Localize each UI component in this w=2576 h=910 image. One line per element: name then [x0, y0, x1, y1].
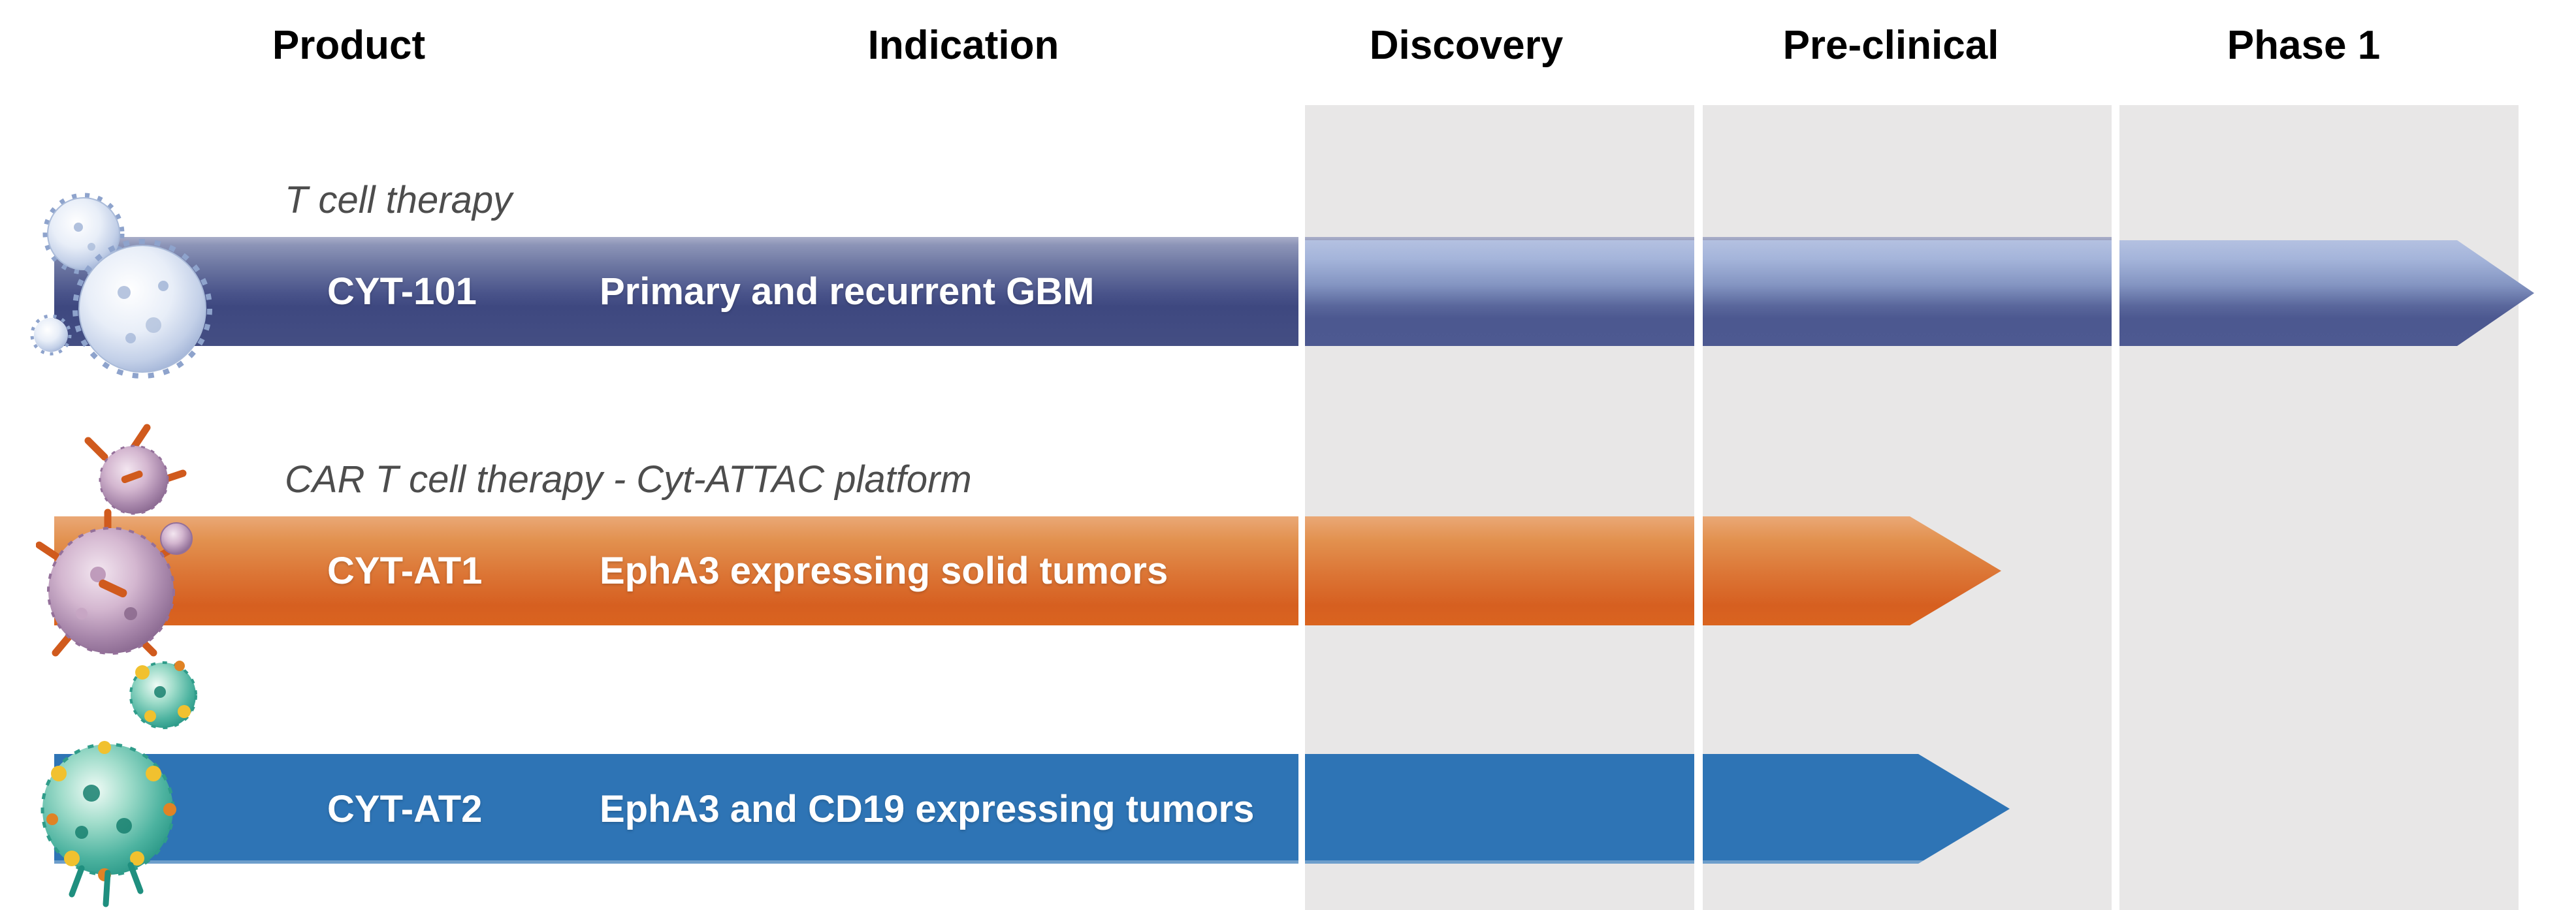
cytat1-indication: EphA3 expressing solid tumors — [600, 550, 1168, 592]
column-gap-3 — [2112, 105, 2119, 910]
cyt101-product-code: CYT-101 — [327, 270, 477, 313]
cytat1-stage-arrow — [1305, 516, 2001, 625]
t-cell-illustration — [30, 193, 212, 379]
header-phase1: Phase 1 — [2227, 23, 2381, 68]
stage-column-phase1 — [2119, 105, 2519, 910]
header-product: Product — [272, 23, 426, 68]
column-gap-1 — [1298, 105, 1305, 910]
column-gap-2 — [1694, 105, 1703, 910]
cyt101-indication: Primary and recurrent GBM — [600, 270, 1095, 313]
cytat1-product-code: CYT-AT1 — [327, 550, 483, 592]
cyt101-stage-arrow — [1305, 240, 2534, 346]
category-label-cart: CAR T cell therapy - Cyt-ATTAC platform — [285, 458, 972, 501]
cytat2-product-bar: CYT-AT2 EphA3 and CD19 expressing tumors — [54, 754, 1300, 864]
category-label-tcell: T cell therapy — [285, 179, 513, 221]
car-t-cell-illustration — [36, 424, 193, 657]
header-preclinical: Pre-clinical — [1782, 23, 1999, 68]
cytat2-indication: EphA3 and CD19 expressing tumors — [600, 787, 1255, 830]
header-discovery: Discovery — [1369, 23, 1564, 68]
cytat2-product-code: CYT-AT2 — [327, 787, 483, 830]
cytat2-stage-arrow — [1305, 754, 2010, 864]
header-indication: Indication — [867, 23, 1059, 68]
cytat1-product-bar: CYT-AT1 EphA3 expressing solid tumors — [54, 516, 1300, 625]
teal-cell-illustration — [40, 661, 197, 907]
